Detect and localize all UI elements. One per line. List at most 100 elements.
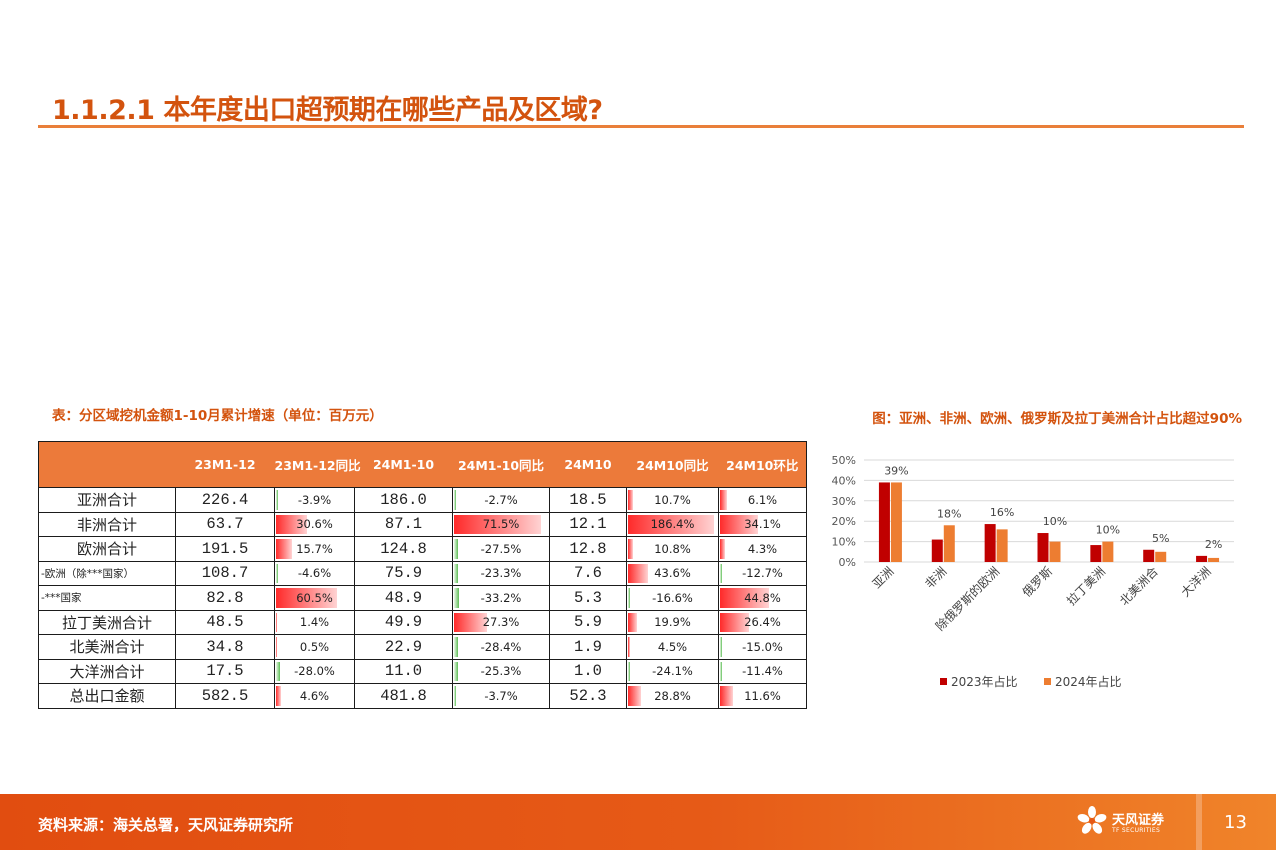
bar-2023 — [931, 539, 943, 562]
databar — [628, 588, 631, 608]
databar — [454, 661, 458, 681]
region-cell: 非洲合计 — [38, 511, 176, 537]
value-cell: 48.9 — [354, 585, 453, 611]
flower-logo-icon — [1077, 806, 1107, 834]
table-row: 北美洲合计 34.8 0.5% 22.9 -28.4% 1.9 4.5% -15.0% — [38, 634, 807, 660]
region-cell: 欧洲合计 — [38, 536, 176, 562]
data-label: 2% — [1205, 538, 1222, 551]
logo-subtitle: TF SECURITIES — [1112, 827, 1161, 834]
databar — [276, 563, 278, 583]
logo-name: 天风证券 — [1112, 813, 1165, 828]
growth-value: 60.5% — [296, 590, 333, 605]
growth-cell: -28.4% — [452, 634, 550, 660]
value-cell: 191.5 — [175, 536, 275, 562]
databar — [720, 661, 723, 681]
databar — [720, 563, 723, 583]
databar — [454, 490, 457, 510]
growth-cell: 6.1% — [718, 487, 807, 513]
bar-2024 — [1155, 551, 1167, 562]
databar — [454, 686, 457, 706]
growth-value: 30.6% — [296, 517, 333, 532]
growth-value: 15.7% — [296, 541, 333, 556]
value-cell: 52.3 — [549, 683, 627, 709]
databar — [276, 514, 307, 534]
column-header: 24M10同比 — [626, 441, 719, 488]
bar-2024 — [1102, 541, 1114, 562]
growth-cell: -24.1% — [626, 658, 719, 684]
value-cell: 87.1 — [354, 511, 453, 537]
databar — [720, 686, 733, 706]
region-cell: 总出口金额 — [38, 683, 176, 709]
growth-cell: -28.0% — [274, 658, 355, 684]
growth-value: 0.5% — [299, 639, 330, 654]
growth-value: -2.7% — [484, 492, 518, 507]
growth-cell: -25.3% — [452, 658, 550, 684]
growth-value: 4.3% — [747, 541, 778, 556]
data-label: 10% — [1096, 524, 1120, 537]
growth-value: 27.3% — [482, 615, 520, 630]
databar — [628, 637, 631, 657]
growth-value: -27.5% — [480, 541, 522, 556]
column-header: 23M1-12同比 — [274, 441, 361, 488]
category-label: 大洋洲 — [1178, 564, 1214, 600]
databar — [276, 539, 292, 559]
value-cell: 11.0 — [354, 658, 453, 684]
title-rule — [38, 125, 1244, 128]
growth-cell: 60.5% — [274, 585, 355, 611]
table-row: -***国家 82.8 60.5% 48.9 -33.2% 5.3 -16.6% 44.8% — [38, 585, 807, 611]
growth-cell: 30.6% — [274, 511, 355, 537]
table-row: 总出口金额 582.5 4.6% 481.8 -3.7% 52.3 28.8% 11.6% — [38, 683, 807, 709]
column-header — [38, 441, 176, 488]
column-header: 24M1-10同比 — [452, 441, 550, 488]
region-share-chart: 0%10%20%30%40%50%39%亚洲18%非洲16%除俄罗斯的欧洲10%… — [832, 454, 1234, 689]
growth-cell: -2.7% — [452, 487, 550, 513]
growth-cell: 10.8% — [626, 536, 719, 562]
growth-value: -28.4% — [480, 639, 522, 654]
column-header: 24M1-10 — [354, 441, 453, 488]
region-cell: 北美洲合计 — [38, 634, 176, 660]
bar-2024 — [1049, 541, 1061, 562]
region-cell: 亚洲合计 — [38, 487, 176, 513]
value-cell: 12.1 — [549, 511, 627, 537]
table-body: 亚洲合计 226.4 -3.9% 186.0 -2.7% 18.5 10.7% 6.1% 非洲合… — [38, 487, 807, 709]
column-header: 24M10 — [549, 441, 627, 488]
growth-value: -28.0% — [294, 664, 335, 679]
databar — [276, 588, 337, 608]
growth-value: -12.7% — [742, 566, 783, 581]
category-label: 北美洲合 — [1116, 564, 1161, 609]
growth-value: 11.6% — [744, 688, 781, 703]
category-label: 非洲 — [923, 564, 950, 591]
databar — [276, 490, 278, 510]
table-caption: 表：分区域挖机金额1-10月累计增速（单位：百万元） — [52, 408, 383, 424]
bar-2024 — [890, 482, 902, 562]
page-title: 1.1.2.1 本年度出口超预期在哪些产品及区域? — [52, 95, 603, 126]
value-cell: 5.9 — [549, 609, 627, 635]
growth-cell: 19.9% — [626, 609, 719, 635]
databar — [720, 612, 750, 632]
growth-cell: 4.6% — [274, 683, 355, 709]
value-cell: 124.8 — [354, 536, 453, 562]
growth-cell: 34.1% — [718, 511, 807, 537]
export-growth-table: 23M1-12 23M1-12同比 24M1-10 24M1-10同比 24M1… — [38, 441, 807, 709]
value-cell: 7.6 — [549, 560, 627, 586]
growth-value: -15.0% — [742, 639, 783, 654]
growth-value: 44.8% — [744, 590, 781, 605]
value-cell: 1.9 — [549, 634, 627, 660]
growth-value: 34.1% — [744, 517, 781, 532]
region-cell: 大洋洲合计 — [38, 658, 176, 684]
databar — [720, 637, 723, 657]
databar — [276, 661, 280, 681]
value-cell: 34.8 — [175, 634, 275, 660]
value-cell: 108.7 — [175, 560, 275, 586]
growth-value: -11.4% — [742, 664, 783, 679]
value-cell: 49.9 — [354, 609, 453, 635]
bar-2024 — [996, 529, 1008, 562]
growth-cell: 0.5% — [274, 634, 355, 660]
databar — [628, 661, 631, 681]
growth-cell: 1.4% — [274, 609, 355, 635]
growth-cell: 71.5% — [452, 511, 550, 537]
value-cell: 12.8 — [549, 536, 627, 562]
value-cell: 5.3 — [549, 585, 627, 611]
page-number: 13 — [1224, 812, 1247, 833]
y-tick-label: 50% — [832, 454, 856, 467]
